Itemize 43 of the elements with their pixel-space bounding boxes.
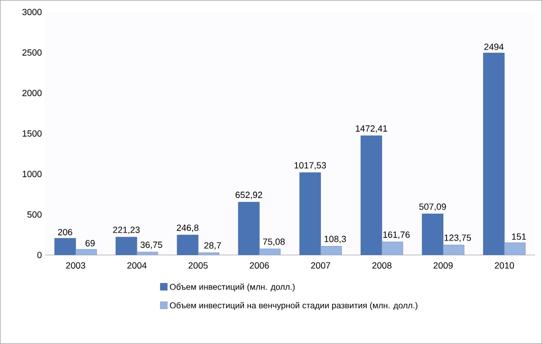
x-tick-label: 2009 (434, 262, 453, 269)
legend-label: Объем инвестиций (млн. долл.) (170, 283, 295, 292)
x-tick-label: 2004 (127, 262, 147, 269)
data-label: 75,08 (263, 238, 285, 246)
data-label: 246,8 (176, 224, 198, 232)
data-label: 69 (86, 240, 95, 246)
data-label: 652,92 (236, 192, 262, 200)
x-tick-label: 2005 (188, 262, 208, 269)
data-label: 1017,53 (294, 162, 326, 170)
data-label: 206 (58, 228, 72, 236)
y-tick-label: 2000 (22, 90, 42, 96)
y-tick-label: 0 (37, 252, 42, 258)
data-label: 161,76 (383, 231, 410, 239)
data-label: 36,75 (140, 242, 162, 249)
y-tick-label: 1000 (22, 170, 42, 178)
x-tick-label: 2003 (66, 262, 86, 269)
bar (299, 172, 321, 255)
data-label: 123,75 (444, 234, 471, 242)
data-label: 2494 (484, 44, 504, 50)
y-tick-label: 1500 (22, 130, 42, 137)
data-label: 108,3 (324, 236, 346, 244)
y-tick-label: 3000 (22, 8, 42, 16)
bar (504, 242, 526, 255)
x-tick-label: 2008 (372, 262, 392, 269)
data-label: 221,23 (113, 226, 140, 234)
legend-label: Объем инвестиций на венчурной стадии развития (млн. долл.) (170, 302, 418, 310)
x-tick-label: 2006 (250, 262, 269, 269)
bar (360, 136, 382, 255)
data-label: 151 (512, 233, 526, 240)
x-tick-label: 2010 (494, 262, 514, 269)
bar (238, 202, 260, 255)
bar (382, 242, 403, 255)
data-label: 28,7 (204, 242, 221, 250)
bar (483, 52, 505, 255)
data-label: 1472,41 (356, 125, 388, 133)
y-tick-label: 2500 (22, 49, 42, 56)
bar (422, 214, 444, 255)
x-tick-label: 2007 (311, 262, 330, 269)
data-label: 507,09 (419, 203, 446, 211)
bar (176, 234, 198, 255)
y-tick-label: 500 (27, 211, 42, 218)
bar (116, 236, 138, 255)
bar (54, 238, 76, 255)
